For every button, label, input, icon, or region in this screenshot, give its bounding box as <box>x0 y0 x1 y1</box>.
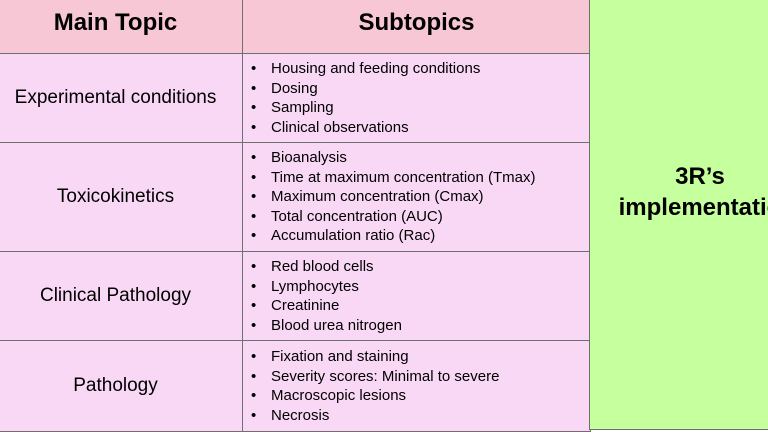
three-rs-panel: 3R’s implementatio <box>589 0 768 430</box>
list-item: Creatinine <box>249 296 590 316</box>
subtopics-list: Housing and feeding conditions Dosing Sa… <box>243 59 590 137</box>
table-row: Clinical Pathology Red blood cells Lymph… <box>0 251 591 341</box>
subtopics-list: Bioanalysis Time at maximum concentratio… <box>243 148 590 246</box>
list-item: Sampling <box>249 98 590 118</box>
list-item: Housing and feeding conditions <box>249 59 590 79</box>
main-topic-cell: Experimental conditions <box>0 53 243 143</box>
table-row: Toxicokinetics Bioanalysis Time at maxim… <box>0 142 591 252</box>
three-rs-label: 3R’s implementatio <box>600 161 768 223</box>
subtopics-list: Red blood cells Lymphocytes Creatinine B… <box>243 257 590 335</box>
list-item: Bioanalysis <box>249 148 590 168</box>
list-item: Blood urea nitrogen <box>249 316 590 336</box>
header-row: Main Topic Subtopics <box>0 0 591 54</box>
three-rs-line1: 3R’s <box>675 163 725 190</box>
table-row: Pathology Fixation and staining Severity… <box>0 340 591 432</box>
list-item: Red blood cells <box>249 257 590 277</box>
list-item: Lymphocytes <box>249 277 590 297</box>
list-item: Fixation and staining <box>249 347 590 367</box>
header-subtopics: Subtopics <box>242 0 591 54</box>
main-topic-cell: Toxicokinetics <box>0 142 243 252</box>
main-topic-cell: Pathology <box>0 340 243 432</box>
subtopics-cell: Housing and feeding conditions Dosing Sa… <box>242 53 591 143</box>
list-item: Total concentration (AUC) <box>249 207 590 227</box>
subtopics-cell: Red blood cells Lymphocytes Creatinine B… <box>242 251 591 341</box>
list-item: Accumulation ratio (Rac) <box>249 226 590 246</box>
topics-table: Main Topic Subtopics Experimental condit… <box>0 0 591 432</box>
subtopics-cell: Fixation and staining Severity scores: M… <box>242 340 591 432</box>
table-row: Experimental conditions Housing and feed… <box>0 53 591 143</box>
list-item: Maximum concentration (Cmax) <box>249 187 590 207</box>
three-rs-line2: implementatio <box>618 194 768 221</box>
header-main-topic: Main Topic <box>0 0 243 54</box>
list-item: Clinical observations <box>249 118 590 138</box>
list-item: Macroscopic lesions <box>249 386 590 406</box>
list-item: Dosing <box>249 79 590 99</box>
main-topic-cell: Clinical Pathology <box>0 251 243 341</box>
subtopics-list: Fixation and staining Severity scores: M… <box>243 347 590 425</box>
list-item: Time at maximum concentration (Tmax) <box>249 168 590 188</box>
subtopics-cell: Bioanalysis Time at maximum concentratio… <box>242 142 591 252</box>
list-item: Necrosis <box>249 406 590 426</box>
list-item: Severity scores: Minimal to severe <box>249 367 590 387</box>
